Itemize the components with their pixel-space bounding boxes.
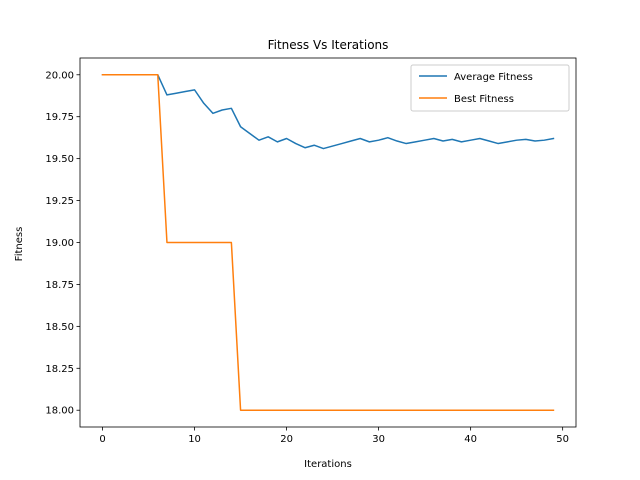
y-tick-label: 19.25 [45, 196, 74, 207]
y-tick-label: 20.00 [45, 70, 74, 81]
y-tick-label: 18.75 [45, 280, 74, 291]
x-tick-label: 20 [280, 434, 293, 445]
series-layer [101, 74, 555, 411]
legend: Average Fitness Best Fitness [410, 64, 570, 112]
x-axis-label: Iterations [304, 459, 352, 470]
legend-box [410, 64, 570, 112]
series-line-1 [101, 74, 555, 411]
y-axis: 18.00 18.25 18.50 18.75 19.00 19.25 19.50 19.75… [45, 70, 80, 417]
chart-title: Fitness Vs Iterations [268, 38, 389, 52]
y-tick-label: 19.50 [45, 154, 74, 165]
x-tick-label: 40 [464, 434, 477, 445]
x-tick-label: 0 [99, 434, 105, 445]
y-tick-label: 18.00 [45, 406, 74, 417]
y-tick-label: 19.00 [45, 238, 74, 249]
x-axis: 0 10 20 30 40 50 [99, 427, 569, 445]
legend-label-1: Best Fitness [454, 94, 514, 105]
x-tick-label: 10 [188, 434, 201, 445]
y-tick-label: 18.25 [45, 364, 74, 375]
y-tick-label: 18.50 [45, 322, 74, 333]
x-tick-label: 50 [556, 434, 569, 445]
y-tick-label: 19.75 [45, 112, 74, 123]
y-axis-label: Fitness [14, 227, 25, 262]
legend-label-0: Average Fitness [454, 72, 533, 83]
series-line-0 [101, 74, 555, 150]
x-tick-label: 30 [372, 434, 385, 445]
